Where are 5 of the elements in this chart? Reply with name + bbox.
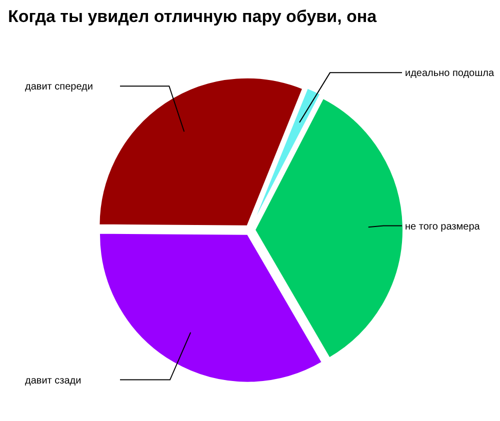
slice-label: давит спереди	[25, 82, 93, 93]
chart-title: Когда ты увидел отличную пару обуви, она	[8, 7, 378, 26]
slice-label: давит сзади	[25, 375, 82, 386]
slice-label: идеально подошла	[405, 68, 494, 80]
slice-label: не того размера	[405, 221, 480, 232]
